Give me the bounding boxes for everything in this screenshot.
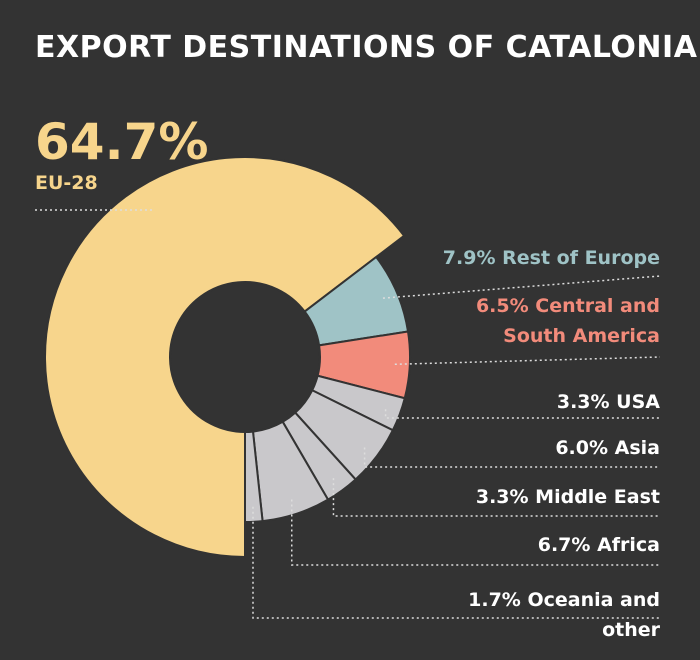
category-label: Oceania and other [527, 589, 660, 641]
leader-line [291, 499, 660, 566]
big-label: 64.7% EU-28 [35, 112, 208, 194]
wedge [244, 430, 264, 524]
category-label: Central and South America [503, 295, 660, 347]
category-label: EU-28 [35, 172, 98, 194]
value-label: 1.7% [468, 589, 521, 611]
value-label: 64.7% [35, 113, 209, 171]
category-label: USA [616, 391, 660, 413]
leader-line [332, 478, 660, 517]
data-label: 6.7% Africa [430, 530, 660, 560]
data-label: 6.5% Central and South America [430, 291, 660, 351]
data-label: 3.3% Middle East [430, 482, 660, 512]
category-label: Middle East [535, 486, 660, 508]
value-label: 6.7% [537, 534, 591, 556]
value-label: 3.3% [475, 486, 529, 508]
data-label: 7.9% Rest of Europe [430, 243, 660, 273]
data-label: 3.3% USA [430, 387, 660, 417]
chart-title: EXPORT DESTINATIONS OF CATALONIA [35, 30, 698, 65]
leader-line [394, 356, 661, 366]
category-label: Africa [597, 534, 660, 556]
wedge [44, 156, 406, 559]
value-label: 6.5% [475, 295, 529, 317]
value-label: 7.9% [442, 247, 496, 269]
leader-line [382, 275, 661, 299]
data-label: 1.7% Oceania and other [430, 585, 660, 645]
leader-line [252, 506, 660, 619]
leader-line [363, 447, 660, 468]
category-label: Rest of Europe [502, 247, 660, 269]
category-label: Asia [614, 437, 660, 459]
leader-line [384, 409, 660, 419]
data-label: 6.0% Asia [430, 433, 660, 463]
value-label: 3.3% [556, 391, 610, 413]
value-label: 6.0% [555, 437, 609, 459]
